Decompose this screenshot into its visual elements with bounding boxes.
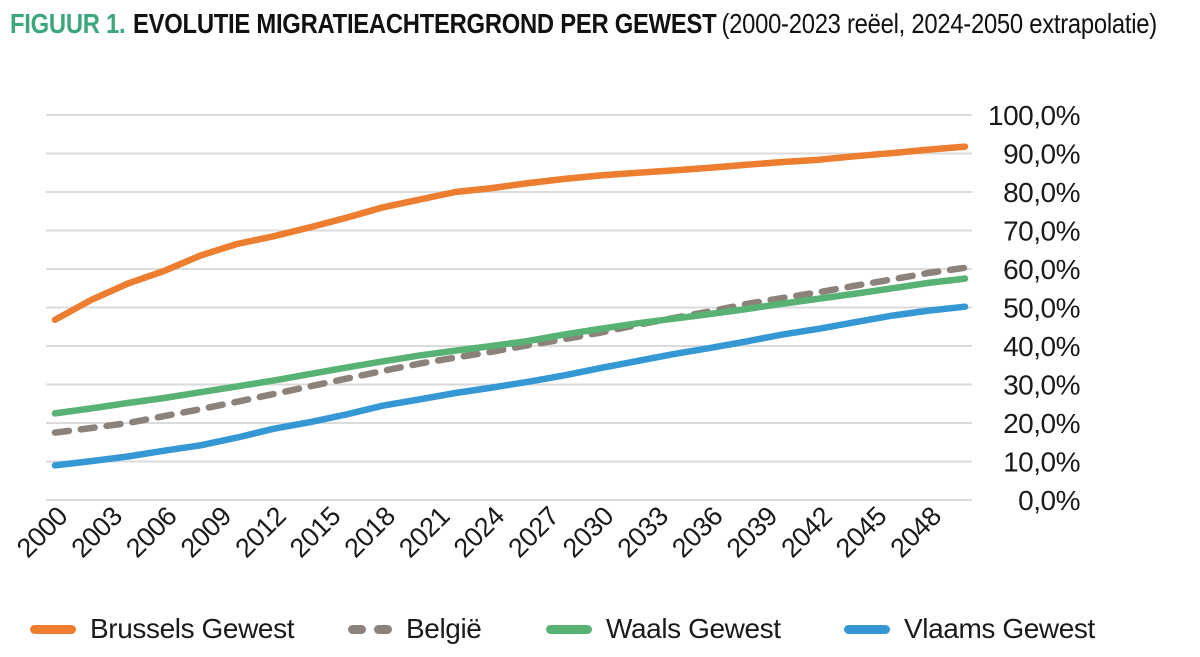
y-axis-tick-label: 40,0%: [1003, 331, 1080, 362]
y-axis-tick-label: 30,0%: [1003, 370, 1080, 401]
legend-item-belgi-: België: [348, 610, 482, 648]
y-axis-tick-label: 20,0%: [1003, 408, 1080, 439]
legend-dash: [374, 624, 392, 634]
y-axis-tick-label: 50,0%: [1003, 293, 1080, 324]
figure-title: FIGUUR 1. EVOLUTIE MIGRATIEACHTERGROND PE…: [10, 8, 1157, 40]
legend-swatch-waals-gewest: [546, 624, 592, 634]
y-axis-tick-label: 70,0%: [1003, 216, 1080, 247]
legend-swatch-belgi-: [348, 624, 392, 634]
legend-item-vlaams-gewest: Vlaams Gewest: [844, 610, 1095, 648]
figure-number: FIGUUR 1.: [10, 8, 126, 39]
legend-dash: [348, 624, 366, 634]
legend-label: Vlaams Gewest: [904, 613, 1095, 644]
figure-title-subtitle: (2000-2023 reëel, 2024-2050 extrapolatie…: [721, 8, 1157, 39]
legend-item-brussels-gewest: Brussels Gewest: [30, 610, 294, 648]
figure-title-main: EVOLUTIE MIGRATIEACHTERGROND PER GEWEST: [133, 8, 717, 39]
y-axis-tick-label: 10,0%: [1003, 447, 1080, 478]
y-axis-tick-label: 60,0%: [1003, 254, 1080, 285]
series-line-vlaams-gewest: [51, 303, 969, 469]
legend-item-waals-gewest: Waals Gewest: [546, 610, 781, 648]
series-line-brussels-gewest: [51, 143, 969, 324]
legend-label: Waals Gewest: [606, 613, 781, 644]
legend-swatch-vlaams-gewest: [844, 624, 890, 634]
series-line-waals-gewest: [51, 275, 969, 417]
y-axis-tick-label: 0,0%: [1018, 485, 1080, 516]
legend-label: België: [406, 613, 482, 644]
y-axis-tick-label: 90,0%: [1003, 139, 1080, 170]
y-axis-tick-label: 80,0%: [1003, 177, 1080, 208]
legend-label: Brussels Gewest: [90, 613, 295, 644]
legend-swatch-brussels-gewest: [30, 624, 76, 634]
y-axis-tick-label: 100,0%: [988, 100, 1080, 131]
series-line-belgi-: [51, 264, 969, 436]
